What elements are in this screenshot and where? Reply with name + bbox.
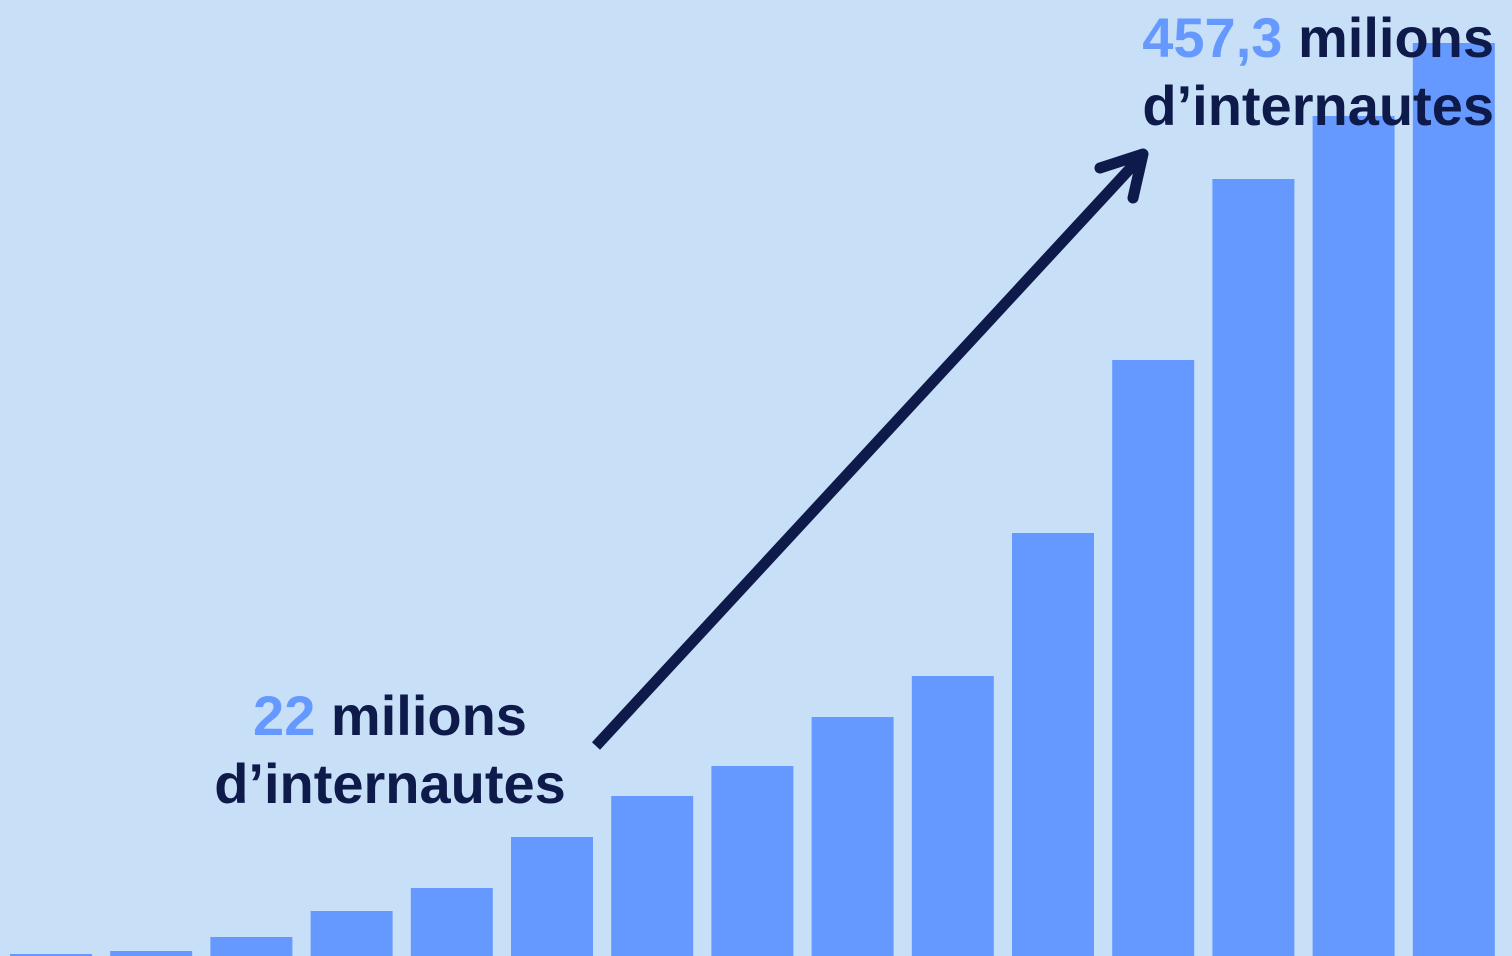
bars-group <box>10 43 1495 956</box>
bar-11 <box>1012 533 1094 956</box>
bar-13 <box>1212 179 1295 956</box>
bar-8 <box>711 766 794 956</box>
end-annotation: 457,3 milions d’internautes <box>1142 4 1494 140</box>
end-annotation-line2: d’internautes <box>1142 74 1494 137</box>
bar-14 <box>1312 116 1395 956</box>
bar-7 <box>611 796 694 956</box>
bar-1 <box>10 954 92 956</box>
end-number: 457,3 <box>1142 6 1283 69</box>
end-annotation-line1: 457,3 milions <box>1142 4 1494 72</box>
bar-12 <box>1112 360 1195 956</box>
start-annotation-line2: d’internautes <box>214 752 566 815</box>
bar-2 <box>110 951 193 956</box>
bar-4 <box>310 911 393 956</box>
bar-5 <box>410 888 493 956</box>
start-annotation-line1: 22 milions <box>190 682 590 750</box>
bar-15 <box>1412 43 1495 956</box>
start-unit: milions <box>330 684 527 747</box>
growth-arrow <box>591 148 1149 750</box>
bar-10 <box>911 676 994 956</box>
start-annotation: 22 milions d’internautes <box>190 682 590 818</box>
start-number: 22 <box>253 684 316 747</box>
end-unit: milions <box>1297 6 1494 69</box>
bar-3 <box>210 937 293 956</box>
bar-9 <box>811 717 894 956</box>
bar-6 <box>511 837 593 956</box>
